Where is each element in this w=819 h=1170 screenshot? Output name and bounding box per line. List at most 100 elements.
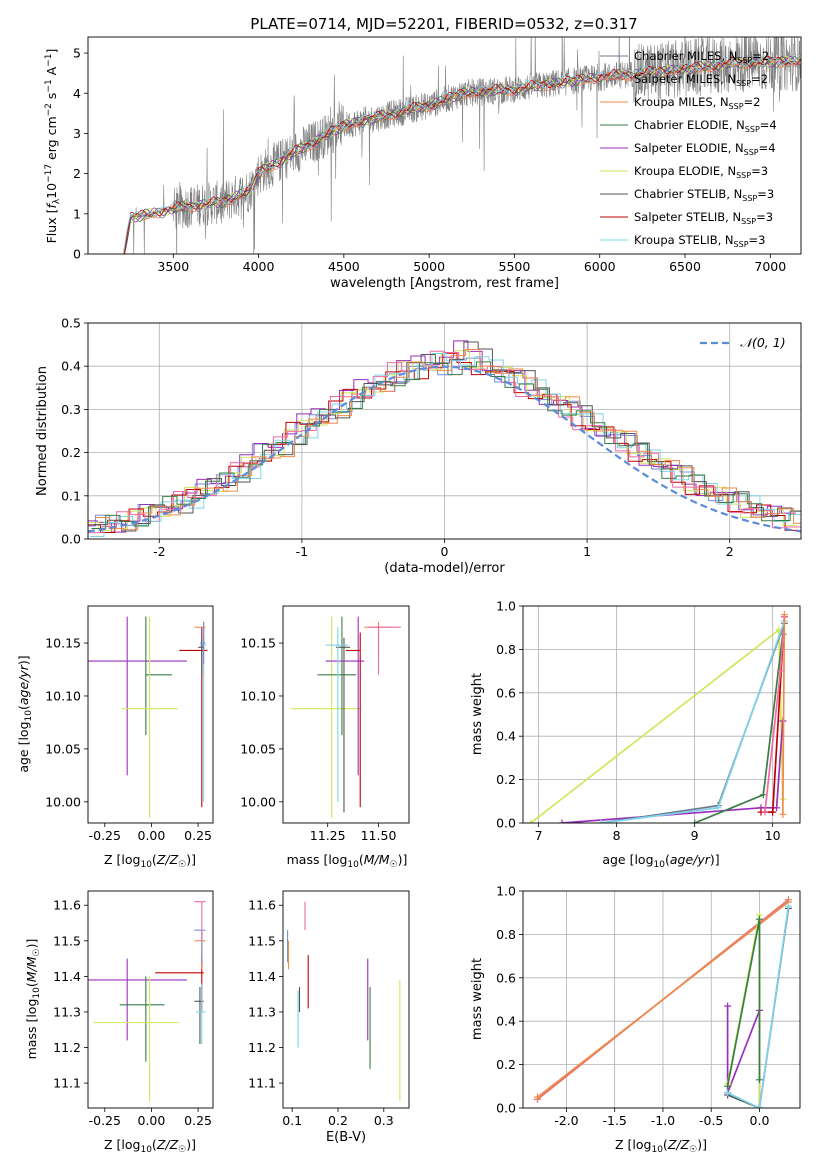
x-tick-label: 0.3: [374, 1113, 394, 1128]
histogram-step: [88, 357, 795, 527]
y-tick-label: 10.00: [240, 794, 276, 809]
age-vs-z-panel: -0.25 0.00 0.25 10.00 10.05 10.10 10.15 Z [log1…: [16, 605, 214, 870]
x-tick-label: 4000: [243, 259, 275, 274]
y-tick-label: 11.1: [53, 1076, 81, 1091]
y-tick-label: 0.2: [61, 445, 81, 460]
y-tick-label: 10.10: [45, 688, 81, 703]
y-tick-label: 10.05: [240, 741, 276, 756]
weight-line: [600, 620, 786, 823]
errorbar-point: [199, 627, 206, 802]
y-tick-label: 10.05: [45, 741, 81, 756]
y-tick-label: 11.4: [53, 969, 81, 984]
x-axis-label: mass [log10(M/M☉)]: [287, 852, 408, 870]
y-tick-label: 0.0: [61, 532, 81, 547]
weight-marker: [784, 902, 792, 910]
weight-marker: [773, 804, 781, 812]
errorbar-point: [346, 632, 361, 808]
y-tick-label: 10.10: [240, 688, 276, 703]
age-vs-mass-plot-area: [291, 616, 401, 818]
y-tick-label: 0.4: [496, 729, 516, 744]
weight-marker: [769, 808, 777, 816]
x-tick-label: -1.5: [602, 1113, 626, 1128]
mass-vs-z-plot-area: [88, 901, 206, 1101]
panels: 3500 4000 4500 5000 5500 6000 6500 7000 0 1 2 3 4 5 wa…: [16, 36, 802, 1155]
x-tick-label: -1: [296, 544, 308, 559]
y-tick-label: 0.0: [496, 816, 516, 831]
legend-entry: Kroupa MILES, NSSP=2: [634, 95, 760, 111]
x-tick-label: 1: [583, 544, 591, 559]
weight-vs-age-plot-area: [527, 611, 788, 823]
weight-marker: [755, 1104, 763, 1108]
histogram-step: [93, 341, 801, 532]
y-tick-label: 11.2: [248, 1040, 276, 1055]
y-tick-label: 0.4: [496, 1014, 516, 1029]
errorbar-point: [88, 616, 187, 776]
y-axis-label: Normed distribution: [35, 366, 50, 496]
mass-vs-ebv-plot-area: [287, 901, 401, 1101]
y-tick-label: 3: [73, 126, 81, 141]
spectrum-plot-area: [123, 37, 801, 254]
histogram-step: [94, 348, 801, 531]
errorbar-point: [93, 976, 180, 1101]
y-tick-label: 11.1: [248, 1076, 276, 1091]
x-tick-label: -1.0: [651, 1113, 675, 1128]
weight-line: [781, 614, 786, 815]
x-tick-label: 0.00: [138, 828, 166, 843]
x-axis-label: Z [log10(Z/Z☉)]: [615, 1137, 707, 1155]
histogram-step: [88, 340, 796, 533]
errorbar-point: [325, 627, 349, 802]
y-tick-label: 5: [73, 46, 81, 61]
y-axis-label: age [log10(age/yr)]: [16, 655, 34, 772]
y-tick-label: 0.6: [496, 685, 516, 700]
weight-marker: [527, 819, 535, 823]
weight-vs-z-plot-area: [533, 896, 792, 1108]
x-tick-label: 4500: [328, 259, 360, 274]
model-line-kroupa-miles: [123, 57, 801, 252]
errorbar-point: [145, 616, 172, 736]
x-tick-label: 6000: [584, 259, 616, 274]
y-tick-label: 0.0: [496, 1101, 516, 1116]
y-axis-label: mass [log10(M/M☉)]: [24, 939, 42, 1060]
weight-marker: [761, 808, 769, 816]
errorbar-point: [194, 933, 206, 970]
y-tick-label: 0.2: [496, 1057, 516, 1072]
y-tick-label: 10.15: [240, 636, 276, 651]
y-tick-label: 0.4: [61, 359, 81, 374]
x-tick-label: 2: [726, 544, 734, 559]
y-tick-label: 0.8: [496, 642, 516, 657]
errorbar-point: [196, 983, 206, 1044]
y-tick-label: 1: [73, 206, 81, 221]
errorbar-point: [317, 616, 357, 736]
histogram-step: [91, 361, 801, 529]
y-tick-label: 11.4: [248, 969, 276, 984]
x-axis-label: Z [log10(Z/Z☉)]: [104, 1137, 196, 1155]
errorbar-point: [121, 616, 178, 818]
legend-entry: Kroupa STELIB, NSSP=3: [634, 233, 765, 249]
weight-line: [600, 623, 786, 823]
residuals-panel: -2 -1 0 1 2 0.0 0.1 0.2 0.3 0.4 0.5 (data-model)/er…: [35, 316, 802, 576]
model-line-kroupa-stelib: [123, 55, 801, 251]
errorbar-point: [198, 637, 204, 675]
mass-vs-ebv-panel: 0.1 0.2 0.3 11.1 11.2 11.3 11.4 11.5 11.6 E(B-V): [248, 890, 410, 1145]
weight-line: [536, 901, 789, 1098]
x-tick-label: -2: [153, 544, 165, 559]
errorbar-point: [199, 621, 206, 665]
axes-frame: [87, 36, 802, 255]
y-tick-label: 0.2: [496, 772, 516, 787]
x-tick-label: 9: [691, 828, 699, 843]
x-tick-label: -0.25: [89, 828, 121, 843]
y-tick-label: 0.5: [61, 316, 81, 331]
mass-vs-z-panel: -0.25 0.00 0.25 11.1 11.2 11.3 11.4 11.5 11.6 Z […: [24, 890, 214, 1155]
x-tick-label: 10: [765, 828, 781, 843]
axes-frame: [87, 322, 802, 540]
weight-marker: [759, 791, 767, 799]
errorbar-point: [325, 616, 365, 776]
weight-marker: [724, 1002, 732, 1010]
errorbar-point: [155, 955, 204, 1012]
x-tick-label: 3500: [157, 259, 189, 274]
y-tick-label: 11.5: [248, 933, 276, 948]
y-tick-label: 11.6: [248, 898, 276, 913]
weight-vs-age-panel: 7 8 9 10 0.0 0.2 0.4 0.6 0.8 1.0 age [log10(age/yr…: [470, 599, 801, 870]
spectrum-panel: 3500 4000 4500 5000 5500 6000 6500 7000 0 1 2 3 4 5 wa…: [44, 36, 802, 291]
model-line-salpeter-stelib: [123, 55, 801, 254]
